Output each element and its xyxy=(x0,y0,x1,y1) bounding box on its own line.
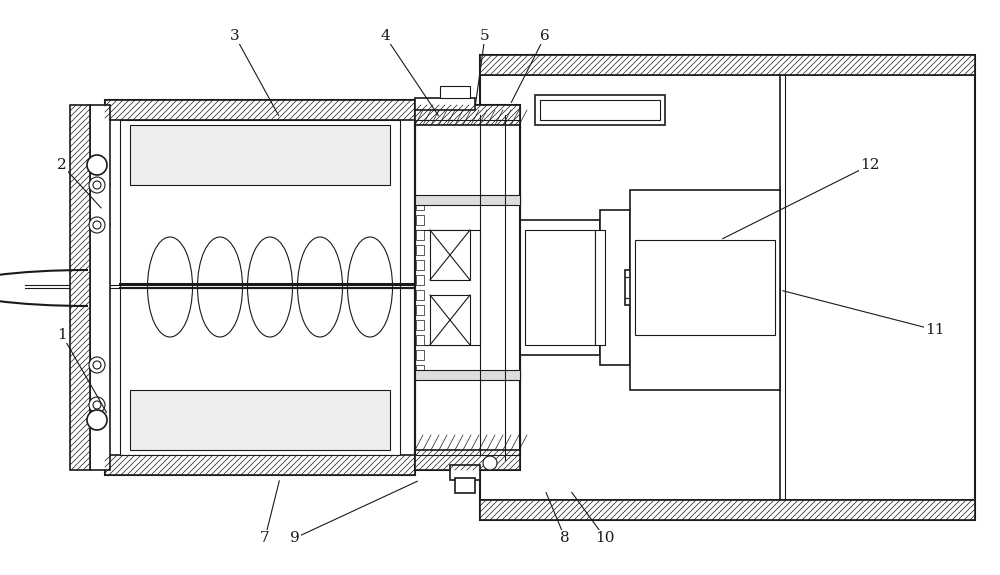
Bar xyxy=(600,210,630,365)
Bar xyxy=(416,335,424,345)
Bar xyxy=(625,270,780,305)
Circle shape xyxy=(89,357,105,373)
Bar xyxy=(416,275,424,285)
Bar xyxy=(520,220,600,355)
Bar xyxy=(535,95,665,125)
Bar xyxy=(480,500,975,520)
Bar xyxy=(416,365,424,375)
Circle shape xyxy=(89,177,105,193)
Bar xyxy=(430,295,470,345)
Text: 5: 5 xyxy=(480,29,490,43)
Bar xyxy=(416,200,424,210)
Bar xyxy=(415,98,475,110)
Text: 8: 8 xyxy=(560,531,570,545)
Bar xyxy=(415,195,520,205)
Bar xyxy=(415,105,520,125)
Text: 9: 9 xyxy=(290,531,300,545)
Bar xyxy=(416,215,424,225)
Bar xyxy=(105,100,415,120)
Bar xyxy=(120,120,400,455)
Text: 10: 10 xyxy=(595,531,615,545)
Bar xyxy=(105,100,415,475)
Circle shape xyxy=(87,155,107,175)
Text: 12: 12 xyxy=(860,158,880,172)
Bar xyxy=(415,105,520,470)
Bar xyxy=(130,125,390,185)
Bar xyxy=(430,230,470,280)
Bar xyxy=(415,120,520,455)
Circle shape xyxy=(87,410,107,430)
Text: 1: 1 xyxy=(57,328,67,342)
Bar xyxy=(525,230,595,345)
Bar xyxy=(635,240,775,335)
Circle shape xyxy=(89,397,105,413)
Text: 4: 4 xyxy=(380,29,390,43)
Bar xyxy=(415,450,520,470)
Bar xyxy=(415,370,520,380)
Text: 7: 7 xyxy=(260,531,270,545)
Circle shape xyxy=(89,217,105,233)
Text: 6: 6 xyxy=(540,29,550,43)
Circle shape xyxy=(483,456,497,470)
Bar xyxy=(130,390,390,450)
Text: 3: 3 xyxy=(230,29,240,43)
Text: 2: 2 xyxy=(57,158,67,172)
Bar xyxy=(90,105,110,470)
Bar xyxy=(416,320,424,330)
Bar xyxy=(415,230,480,345)
Bar xyxy=(450,465,480,480)
Bar xyxy=(540,100,660,120)
Bar xyxy=(630,190,780,390)
Bar xyxy=(480,55,975,75)
Bar xyxy=(455,478,475,493)
Bar xyxy=(595,230,605,345)
Bar xyxy=(416,305,424,315)
Bar xyxy=(105,455,415,475)
Bar xyxy=(416,260,424,270)
Bar xyxy=(416,350,424,360)
Bar xyxy=(70,105,90,470)
Bar xyxy=(480,55,975,520)
Bar xyxy=(416,230,424,240)
Text: 11: 11 xyxy=(925,323,945,337)
Bar xyxy=(416,245,424,255)
Bar xyxy=(416,290,424,300)
Bar xyxy=(440,86,470,98)
